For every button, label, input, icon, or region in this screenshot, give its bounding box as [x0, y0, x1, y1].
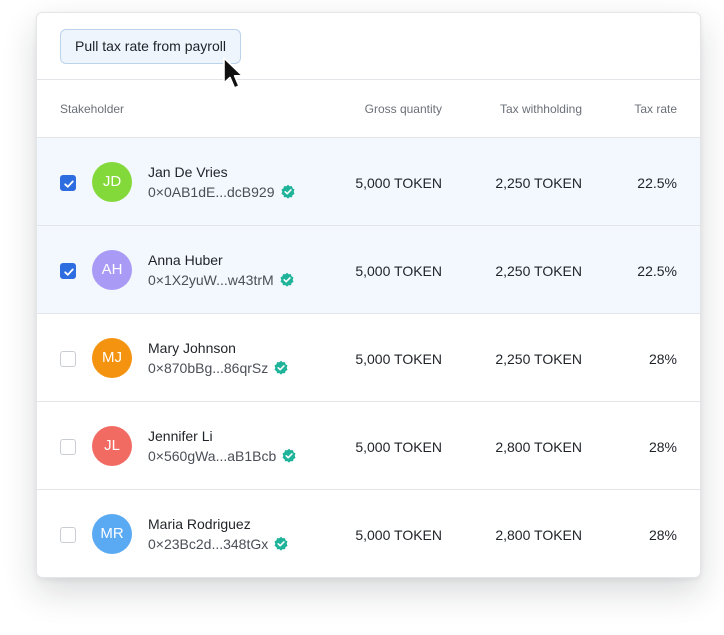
wallet-address: 0×870bBg...86qrSz — [148, 360, 269, 376]
wallet-address-group: 0×23Bc2d...348tGx — [148, 536, 289, 552]
gross-quantity-cell: 5,000 TOKEN — [355, 351, 442, 367]
tax-withholding-cell: 2,250 TOKEN — [495, 351, 582, 367]
toolbar: Pull tax rate from payroll — [37, 13, 700, 80]
verified-badge-icon — [274, 360, 288, 375]
wallet-address: 0×560gWa...aB1Bcb — [148, 448, 277, 464]
row-checkbox[interactable] — [60, 351, 76, 367]
stakeholder-tax-card: Pull tax rate from payroll Stakeholder G… — [36, 12, 701, 578]
row-checkbox[interactable] — [60, 175, 76, 191]
header-gross-quantity: Gross quantity — [364, 102, 442, 116]
tax-rate-cell: 28% — [648, 527, 677, 543]
gross-quantity-cell: 5,000 TOKEN — [355, 527, 442, 543]
tax-rate-cell: 22.5% — [637, 263, 677, 279]
header-tax-withholding: Tax withholding — [499, 102, 582, 116]
verified-badge-icon — [274, 536, 288, 551]
tax-withholding-cell: 2,250 TOKEN — [495, 175, 582, 191]
verified-badge-icon — [282, 448, 296, 463]
wallet-address-group: 0×0AB1dE...dcB929 — [148, 184, 296, 200]
gross-quantity-cell: 5,000 TOKEN — [355, 175, 442, 191]
avatar: JL — [92, 426, 132, 466]
avatar: AH — [92, 250, 132, 290]
avatar: MR — [92, 514, 132, 554]
stakeholder-name: Jennifer Li — [148, 428, 213, 444]
checkmark-icon — [64, 180, 74, 188]
wallet-address-group: 0×870bBg...86qrSz — [148, 360, 289, 376]
tax-withholding-cell: 2,800 TOKEN — [495, 527, 582, 543]
verified-badge-icon — [280, 272, 294, 287]
header-stakeholder: Stakeholder — [60, 102, 125, 116]
checkmark-icon — [64, 268, 74, 276]
pull-tax-rate-button[interactable]: Pull tax rate from payroll — [60, 29, 241, 64]
row-checkbox[interactable] — [60, 263, 76, 279]
stakeholder-name: Maria Rodriguez — [148, 516, 251, 532]
tax-rate-cell: 28% — [648, 351, 677, 367]
table-row[interactable]: MJ Mary Johnson 0×870bBg...86qrSz 5,000 … — [37, 314, 700, 402]
table-row[interactable]: AH Anna Huber 0×1X2yuW...w43trM 5,000 TO… — [37, 226, 700, 314]
tax-withholding-cell: 2,800 TOKEN — [495, 439, 582, 455]
verified-badge-icon — [281, 184, 294, 199]
table-row[interactable]: JD Jan De Vries 0×0AB1dE...dcB929 5,000 … — [37, 138, 700, 226]
gross-quantity-cell: 5,000 TOKEN — [355, 263, 442, 279]
wallet-address: 0×23Bc2d...348tGx — [148, 536, 269, 552]
wallet-address: 0×0AB1dE...dcB929 — [148, 184, 275, 200]
header-tax-rate: Tax rate — [634, 102, 677, 116]
gross-quantity-cell: 5,000 TOKEN — [355, 439, 442, 455]
wallet-address-group: 0×560gWa...aB1Bcb — [148, 448, 297, 464]
table-row[interactable]: JL Jennifer Li 0×560gWa...aB1Bcb 5,000 T… — [37, 402, 700, 490]
table-body: JD Jan De Vries 0×0AB1dE...dcB929 5,000 … — [37, 138, 700, 577]
wallet-address: 0×1X2yuW...w43trM — [148, 272, 274, 288]
mouse-pointer-icon — [223, 57, 244, 89]
stakeholder-name: Mary Johnson — [148, 340, 236, 356]
table-row[interactable]: MR Maria Rodriguez 0×23Bc2d...348tGx 5,0… — [37, 490, 700, 577]
stakeholder-name: Jan De Vries — [148, 164, 228, 180]
avatar: MJ — [92, 338, 132, 378]
table-header: Stakeholder Gross quantity Tax withholdi… — [37, 80, 700, 138]
tax-withholding-cell: 2,250 TOKEN — [495, 263, 582, 279]
row-checkbox[interactable] — [60, 439, 76, 455]
avatar: JD — [92, 162, 132, 202]
wallet-address-group: 0×1X2yuW...w43trM — [148, 272, 295, 288]
tax-rate-cell: 28% — [648, 439, 677, 455]
row-checkbox[interactable] — [60, 527, 76, 543]
stakeholder-name: Anna Huber — [148, 252, 223, 268]
tax-rate-cell: 22.5% — [637, 175, 677, 191]
